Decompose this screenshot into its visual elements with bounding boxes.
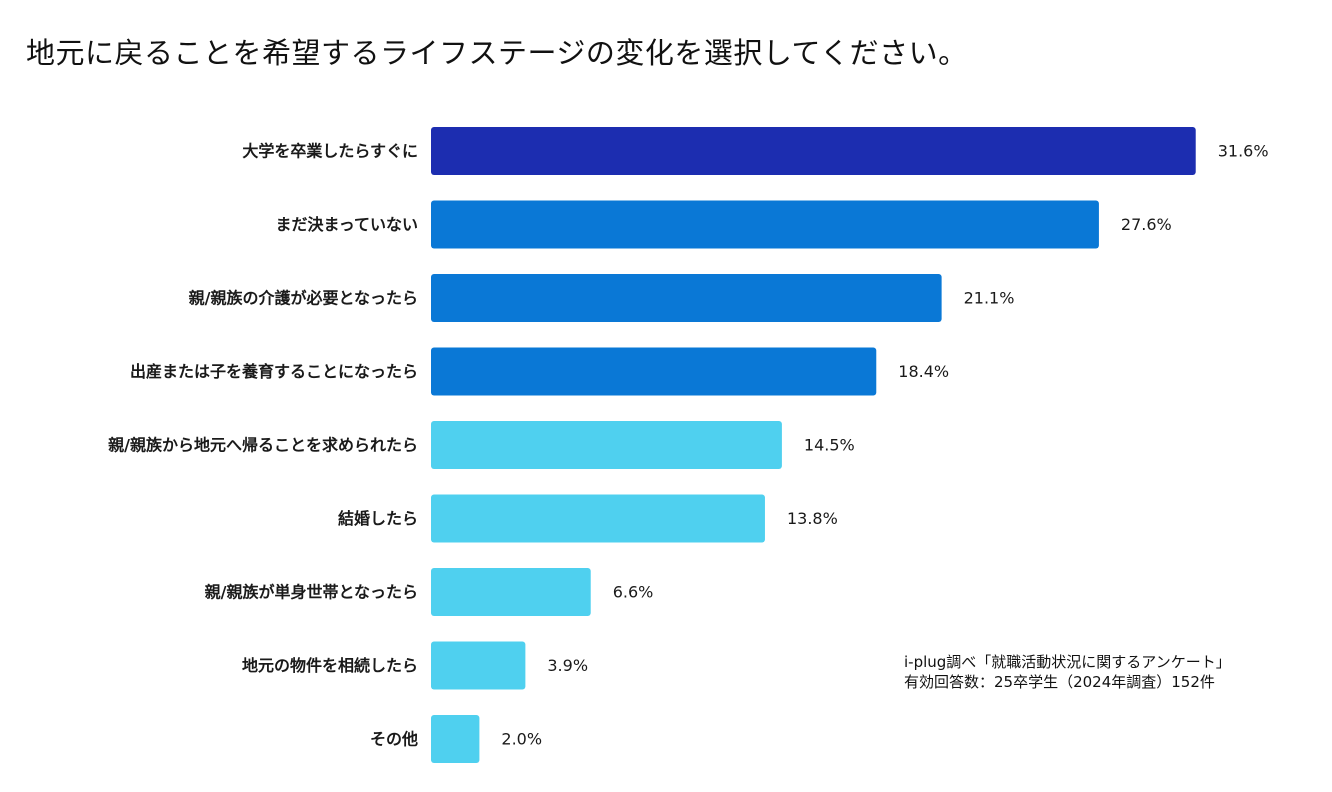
value-label: 6.6% (613, 583, 654, 602)
bar (431, 274, 942, 322)
category-label: 出産または子を養育することになったら (130, 362, 418, 381)
value-label: 31.6% (1218, 142, 1269, 161)
category-label: まだ決まっていない (275, 215, 418, 234)
value-label: 3.9% (547, 656, 588, 675)
chart-title: 地元に戻ることを希望するライフステージの変化を選択してください。 (26, 36, 968, 70)
value-label: 18.4% (898, 362, 949, 381)
bar (431, 200, 1099, 249)
bar (431, 347, 877, 396)
bar (431, 421, 782, 469)
value-label: 21.1% (964, 289, 1015, 308)
value-label: 27.6% (1121, 215, 1172, 234)
bar (431, 494, 765, 543)
category-label: その他 (370, 730, 418, 749)
source-line-1: i-plug調べ「就職活動状況に関するアンケート」 (904, 653, 1231, 671)
category-label: 大学を卒業したらすぐに (242, 142, 418, 161)
bar (431, 568, 591, 616)
bar (431, 715, 480, 763)
source-line-2: 有効回答数：25卒学生（2024年調査）152件 (904, 673, 1215, 691)
category-label: 地元の物件を相続したら (242, 656, 418, 675)
bar (431, 641, 526, 690)
value-label: 14.5% (804, 436, 855, 455)
source-note: i-plug調べ「就職活動状況に関するアンケート」 有効回答数：25卒学生（20… (904, 652, 1231, 692)
category-label: 親/親族の介護が必要となったら (189, 289, 418, 308)
value-label: 2.0% (501, 730, 542, 749)
category-label: 親/親族から地元へ帰ることを求められたら (108, 436, 418, 455)
value-label: 13.8% (787, 509, 838, 528)
category-label: 親/親族が単身世帯となったら (205, 583, 418, 602)
category-label: 結婚したら (338, 509, 418, 528)
bar (431, 127, 1196, 175)
